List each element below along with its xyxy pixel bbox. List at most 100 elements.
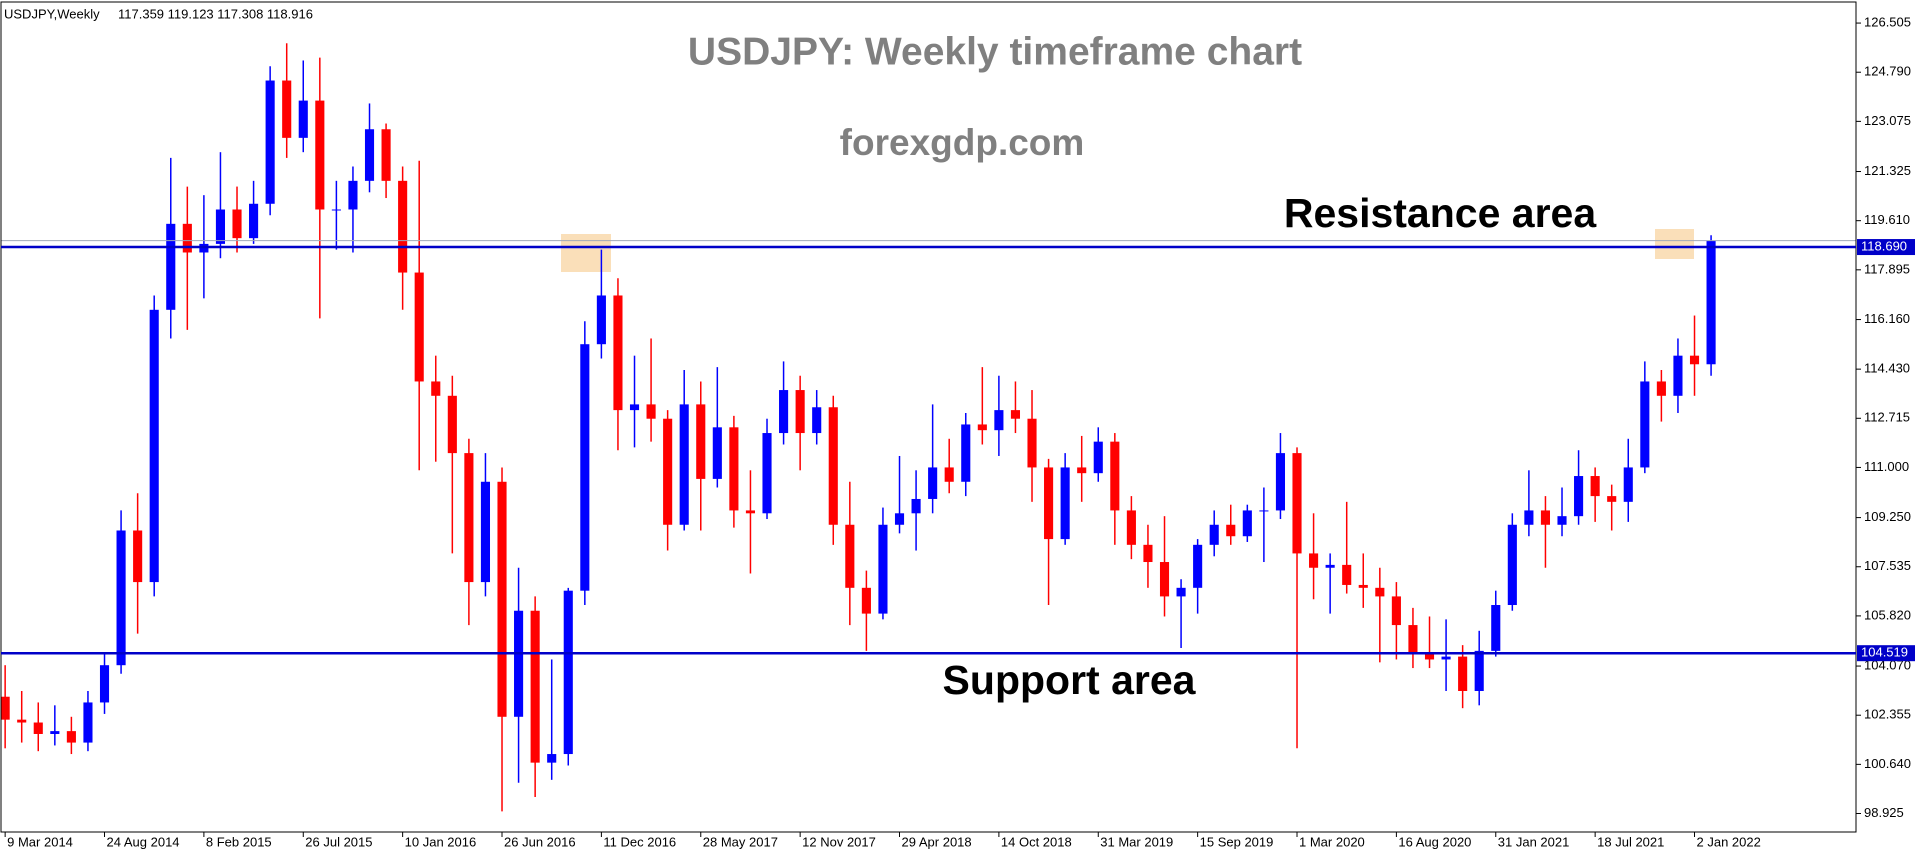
level-label: 118.690 [1861,238,1907,253]
candle-body [133,530,143,583]
candle-body [182,223,192,253]
x-tick-label: 9 Mar 2014 [7,834,73,849]
annotation: Support area [943,657,1197,703]
candle-body [1673,355,1683,396]
candle-body [497,481,507,717]
candle-body [762,433,772,514]
candle-body [1358,584,1368,588]
x-tick-label: 18 Jul 2021 [1597,834,1664,849]
x-tick-label: 2 Jan 2022 [1697,834,1761,849]
y-tick-label: 104.070 [1864,657,1911,672]
candle-body [232,209,242,239]
candle-body [1309,553,1319,568]
highlight-box [561,234,611,272]
candle-body [149,309,159,583]
y-tick-label: 126.505 [1864,15,1911,30]
x-tick-label: 26 Jun 2016 [504,834,576,849]
candle-body [50,731,60,734]
candle-body [596,295,606,345]
x-tick-label: 26 Jul 2015 [305,834,372,849]
annotation: Resistance area [1284,190,1597,236]
candle-body [348,180,358,210]
candle-body [1193,544,1203,588]
candle-body [679,404,689,525]
candle-body [696,404,706,479]
y-tick-label: 116.160 [1864,311,1910,326]
chart-title: USDJPY: Weekly timeframe chart [688,30,1302,73]
candle-body [1259,510,1269,512]
candle-body [1424,653,1435,660]
chart-subtitle: forexgdp.com [840,122,1085,163]
candle-body [1540,510,1551,525]
candle-body [265,80,275,204]
candle-body [116,530,126,666]
x-tick-label: 11 Dec 2016 [603,834,676,849]
candle-body [1441,656,1451,660]
candle-body [1226,524,1236,537]
candle-body [530,610,540,763]
candle-body [812,407,822,434]
candle-body [1689,355,1700,365]
y-tick-label: 117.895 [1864,261,1910,276]
candle-body [1706,241,1716,365]
y-tick-label: 124.790 [1864,64,1911,79]
candle-body [66,731,76,743]
candle-body [1474,650,1484,691]
candle-body [547,754,557,763]
candle-body [315,100,325,210]
x-tick-label: 10 Jan 2016 [405,834,477,849]
candle-body [83,702,93,743]
candle-body [381,129,391,181]
ohlc-label: 117.359 119.123 117.308 118.916 [118,6,313,21]
candle-body [1275,453,1286,511]
candle-body [1640,381,1650,468]
candle-body [1391,596,1401,626]
candle-body [1375,587,1385,597]
candle-body [447,395,457,454]
candle-body [1325,564,1335,568]
plot-border [0,1,1857,833]
y-tick-label: 98.925 [1864,805,1904,820]
y-tick-label: 105.820 [1864,607,1911,622]
y-tick-label: 119.610 [1864,212,1910,227]
level-label: 104.519 [1861,645,1908,660]
candle-body [944,467,954,482]
plot-area [0,43,1856,812]
y-tick-label: 121.325 [1864,163,1911,178]
candle-body [1143,544,1153,563]
candle-body [1060,467,1070,540]
x-tick-label: 12 Nov 2017 [802,834,876,849]
candle-body [166,223,176,310]
candle-body [1209,524,1219,545]
candle-body [613,295,623,411]
candle-body [563,590,573,755]
candle-body [994,410,1004,431]
candle-body [1623,467,1633,502]
candle-body [646,404,656,419]
candle-body [1077,467,1087,474]
candle-body [580,344,590,591]
candle-body [828,407,838,525]
candle-body [431,381,441,396]
candle-body [779,390,789,434]
x-tick-label: 15 Sep 2019 [1200,834,1274,849]
candle-body [17,719,27,723]
candle-body [215,209,226,244]
candle-body [861,587,871,614]
candle-body [1159,562,1170,597]
candle-body [1342,564,1352,585]
candle-body [663,418,673,525]
candle-body [331,209,341,211]
candle-body [878,524,888,614]
x-tick-label: 31 Mar 2019 [1100,834,1173,849]
candle-body [1524,510,1534,525]
candle-body [33,722,43,734]
candle-body [729,427,739,511]
candle-body [795,390,805,434]
candle-body [282,80,292,138]
highlight-box [1655,229,1694,259]
x-tick-label: 8 Feb 2015 [206,834,272,849]
y-tick-label: 102.355 [1864,707,1911,722]
candle-body [1507,524,1517,606]
